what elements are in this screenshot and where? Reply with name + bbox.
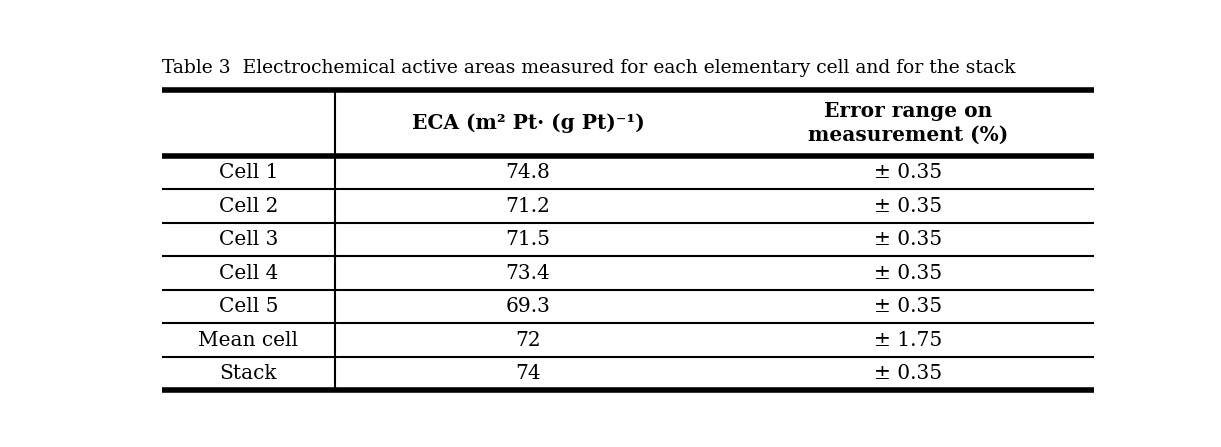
Text: 74.8: 74.8 — [505, 163, 551, 182]
Text: Cell 4: Cell 4 — [219, 264, 278, 283]
Text: Table 3  Electrochemical active areas measured for each elementary cell and for : Table 3 Electrochemical active areas mea… — [162, 59, 1016, 77]
Text: ± 1.75: ± 1.75 — [874, 330, 941, 350]
Text: ± 0.35: ± 0.35 — [874, 197, 941, 215]
Text: 72: 72 — [515, 330, 541, 350]
Text: ± 0.35: ± 0.35 — [874, 163, 941, 182]
Text: 73.4: 73.4 — [505, 264, 551, 283]
Text: 71.2: 71.2 — [505, 197, 551, 215]
Text: ± 0.35: ± 0.35 — [874, 364, 941, 383]
Text: ± 0.35: ± 0.35 — [874, 230, 941, 249]
Text: 74: 74 — [515, 364, 541, 383]
Text: ± 0.35: ± 0.35 — [874, 297, 941, 316]
Text: Cell 3: Cell 3 — [219, 230, 278, 249]
Text: 71.5: 71.5 — [505, 230, 551, 249]
Text: Cell 2: Cell 2 — [219, 197, 278, 215]
Text: Cell 1: Cell 1 — [219, 163, 278, 182]
Text: Mean cell: Mean cell — [198, 330, 298, 350]
Text: Cell 5: Cell 5 — [219, 297, 278, 316]
Text: Error range on
measurement (%): Error range on measurement (%) — [807, 101, 1007, 144]
Text: 69.3: 69.3 — [505, 297, 551, 316]
Text: Stack: Stack — [220, 364, 277, 383]
Text: ECA (m² Pt· (g Pt)⁻¹): ECA (m² Pt· (g Pt)⁻¹) — [411, 113, 645, 133]
Text: ± 0.35: ± 0.35 — [874, 264, 941, 283]
